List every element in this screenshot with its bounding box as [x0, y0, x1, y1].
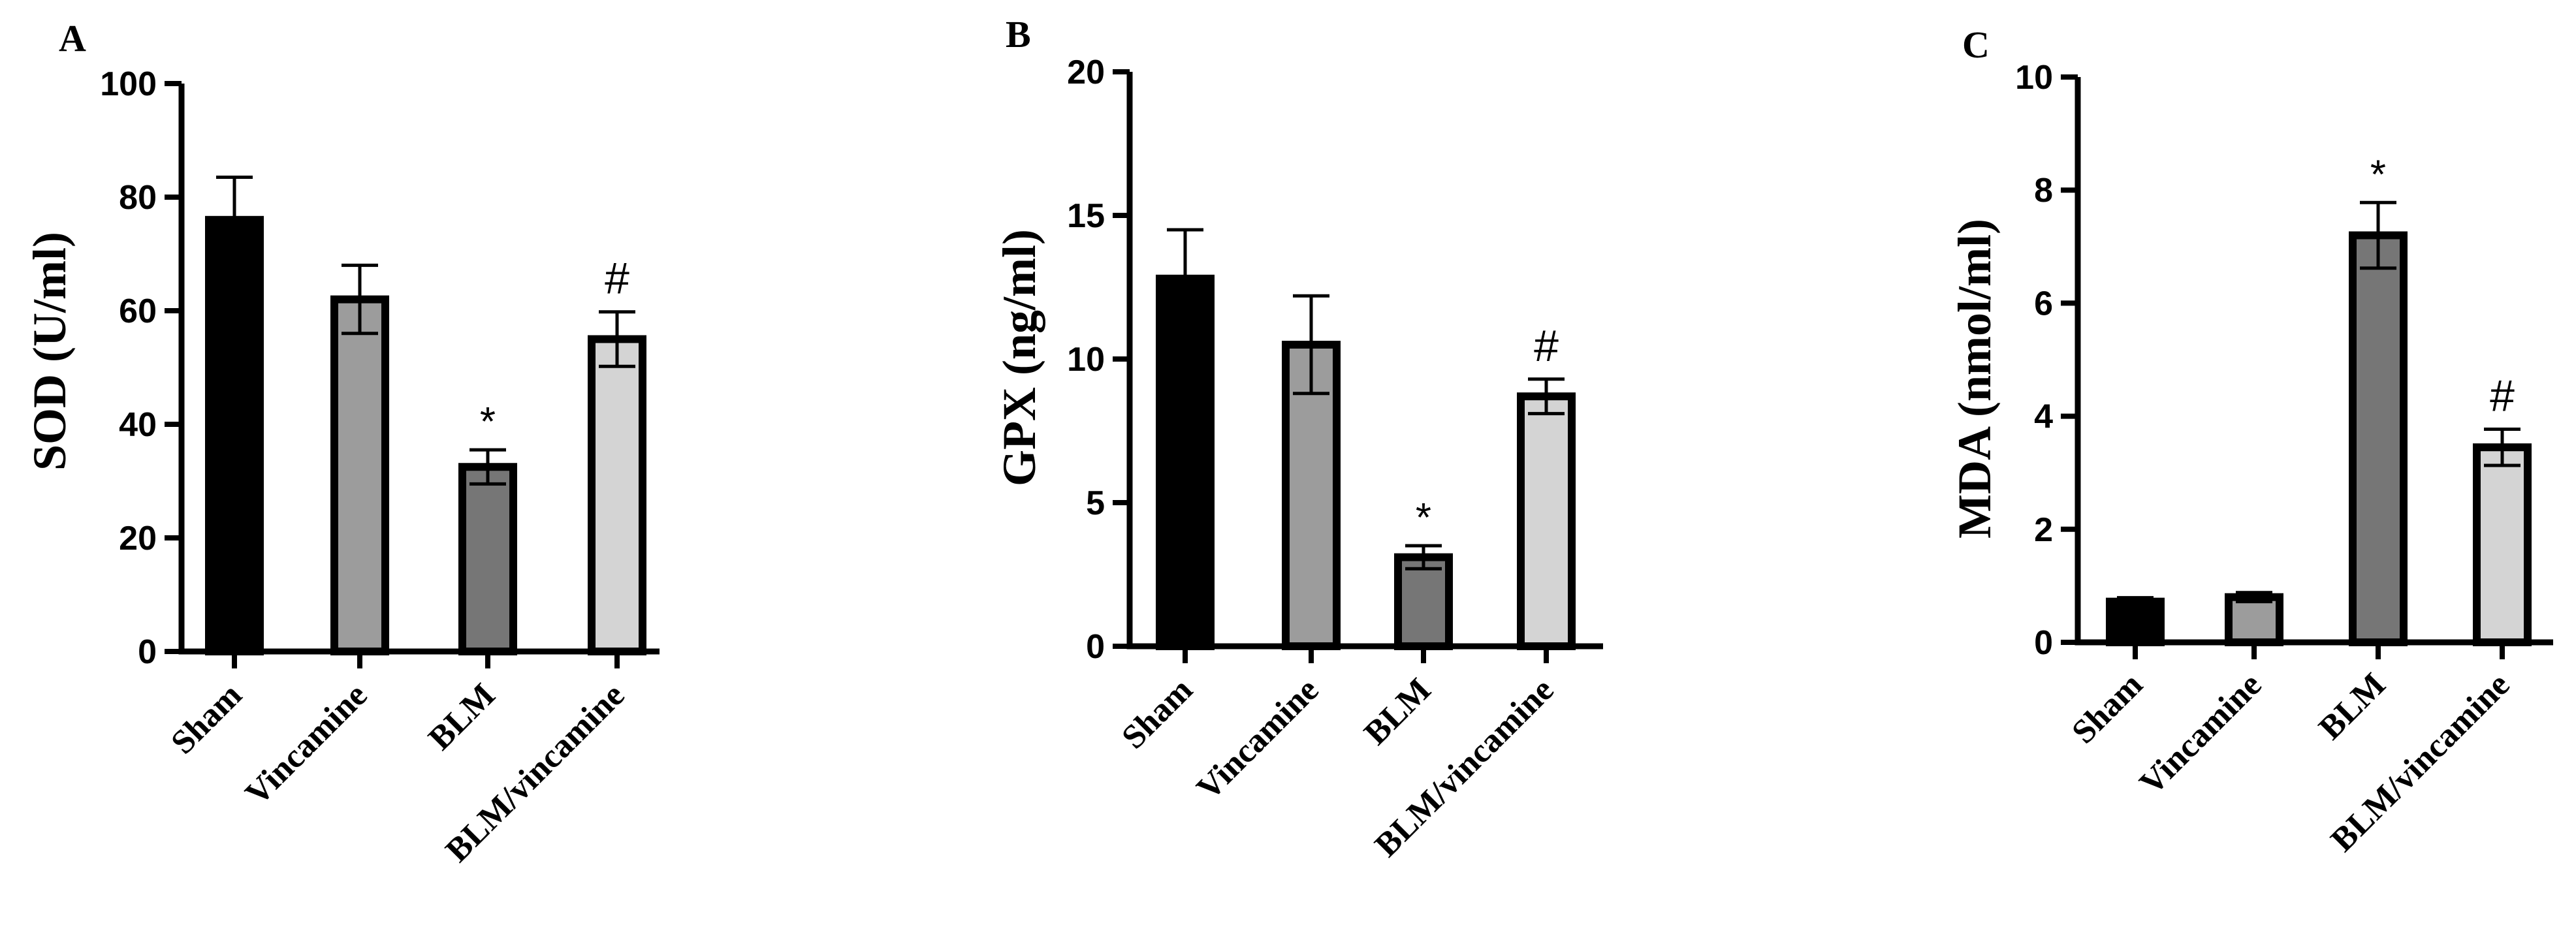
bar-vincamine: [330, 295, 389, 656]
y-tick-label: 20: [119, 520, 157, 557]
error-bar: [2117, 596, 2154, 608]
error-bar: [2236, 591, 2272, 604]
bar-blm: [2349, 231, 2408, 647]
y-tick-label: 20: [1067, 54, 1105, 91]
y-axis-label-gpx: GPX (ng/ml): [993, 229, 1045, 486]
significance-star-marker: *: [480, 400, 496, 445]
y-axis-label-mda: MDA (nmol/ml): [1948, 219, 2001, 539]
error-bar: [1528, 377, 1565, 416]
y-tick-label: 60: [119, 292, 157, 330]
error-bar: [2360, 200, 2396, 270]
y-tick-label: 0: [2034, 624, 2053, 662]
significance-hash-marker: #: [1534, 321, 1559, 371]
axes-lines: [2075, 77, 2553, 646]
y-tick-label: 5: [1086, 484, 1105, 522]
significance-hash-marker: #: [605, 254, 629, 304]
error-bar: [1293, 294, 1329, 396]
error-bar: [1167, 228, 1203, 330]
bar-blm-vincamine: [2473, 443, 2532, 646]
bar-blm: [1394, 553, 1453, 650]
x-tick-label: BLM: [2312, 666, 2393, 747]
x-tick-label: BLM: [1357, 671, 1438, 752]
panel-letter-b: B: [1006, 13, 1031, 55]
y-tick-label: 80: [119, 179, 157, 217]
error-bar: [599, 310, 635, 368]
error-bar: [469, 448, 506, 486]
bar-sham: [205, 215, 264, 655]
bar-sham: [2106, 597, 2165, 647]
significance-star-marker: *: [1416, 495, 1431, 540]
bars: *#: [1156, 228, 1576, 650]
y-tick-label: 0: [1086, 628, 1105, 666]
x-tick-label: Sham: [1115, 671, 1200, 756]
bars: *#: [2106, 152, 2532, 647]
error-bar: [2484, 428, 2520, 467]
y-axis-ticks: 0 5 10 15 20: [1067, 54, 1130, 666]
x-tick-label: Sham: [164, 676, 249, 761]
y-axis-ticks: 0 2 4 6 8 10: [2015, 59, 2078, 662]
y-tick-label: 2: [2034, 511, 2053, 549]
x-tick-label: BLM: [421, 676, 502, 757]
x-tick-label: Vincamine: [2133, 666, 2268, 802]
error-bar: [216, 176, 253, 264]
y-tick-label: 8: [2034, 172, 2053, 210]
y-tick-label: 10: [2015, 59, 2053, 97]
bar-blm: [458, 463, 517, 655]
bars: *#: [205, 176, 646, 656]
axes-lines: [178, 84, 660, 655]
y-axis-ticks: 0 20 40 60 80 100: [100, 65, 182, 671]
y-axis-label-sod: SOD (U/ml): [24, 232, 76, 471]
y-tick-label: 0: [138, 633, 157, 671]
error-bar: [1405, 544, 1442, 571]
y-tick-label: 15: [1067, 197, 1105, 235]
significance-star-marker: *: [2370, 152, 2386, 197]
y-tick-label: 4: [2034, 398, 2053, 436]
x-tick-label: Sham: [2065, 666, 2150, 751]
y-tick-label: 100: [100, 65, 157, 103]
axes-lines: [1126, 72, 1603, 650]
panel-letter-c: C: [1962, 24, 1990, 66]
panel-letter-a: A: [59, 17, 86, 59]
bar-blm-vincamine: [1517, 392, 1576, 650]
x-tick-label: Vincamine: [238, 676, 374, 812]
error-bar: [342, 263, 378, 336]
bar-blm-vincamine: [588, 335, 646, 655]
y-tick-label: 40: [119, 406, 157, 444]
significance-hash-marker: #: [2490, 371, 2515, 421]
bar-sham: [1156, 274, 1215, 650]
y-tick-label: 10: [1067, 341, 1105, 379]
x-tick-label: Vincamine: [1190, 671, 1326, 807]
y-tick-label: 6: [2034, 285, 2053, 322]
bar-vincamine: [2225, 593, 2283, 646]
